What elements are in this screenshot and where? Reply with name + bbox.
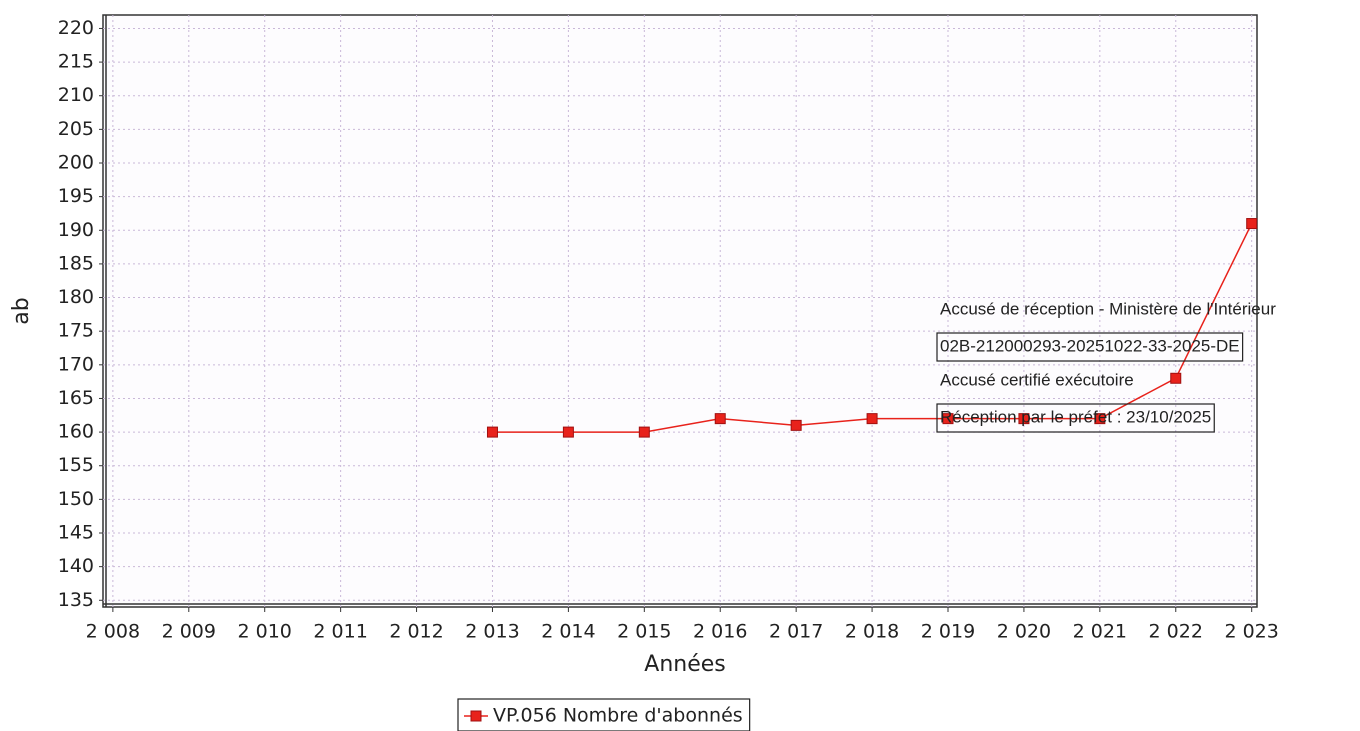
y-tick-label: 170	[58, 353, 94, 375]
x-tick-label: 2 016	[693, 621, 747, 643]
point-marker	[1246, 218, 1258, 230]
y-tick-label: 180	[58, 286, 94, 308]
legend-box	[457, 698, 751, 731]
x-tick-label: 2 011	[313, 621, 367, 643]
y-tick-label: 175	[58, 320, 94, 342]
x-tick-label: 2 012	[389, 621, 443, 643]
y-tick-label: 155	[58, 454, 94, 476]
annotation: Accusé de réception - Ministère de l'Int…	[940, 299, 1276, 318]
annotation-box	[936, 332, 1244, 362]
x-tick-label: 2 009	[162, 621, 216, 643]
x-tick-label: 2 021	[1073, 621, 1127, 643]
y-tick-label: 145	[58, 522, 94, 544]
annotation-box	[936, 403, 1215, 433]
y-tick-label: 210	[58, 84, 94, 106]
x-tick-label: 2 023	[1224, 621, 1278, 643]
y-tick-label: 140	[58, 555, 94, 577]
point-marker	[866, 413, 878, 425]
y-tick-label: 160	[58, 421, 94, 443]
x-tick-label: 2 017	[769, 621, 823, 643]
point-marker	[790, 419, 802, 431]
point-marker	[1018, 413, 1030, 425]
x-tick-label: 2 010	[238, 621, 292, 643]
annotation: 02B-212000293-20251022-33-2025-DE	[940, 336, 1240, 355]
x-axis-label: Années	[644, 652, 725, 677]
x-tick-label: 2 020	[997, 621, 1051, 643]
point-marker	[1094, 413, 1106, 425]
point-marker	[638, 426, 650, 438]
plot-area	[102, 14, 1258, 608]
y-tick-label: 135	[58, 589, 94, 611]
x-tick-label: 2 015	[617, 621, 671, 643]
annotation: Accusé certifié exécutoire	[940, 370, 1134, 389]
x-tick-label: 2 018	[845, 621, 899, 643]
legend-marker	[470, 710, 482, 722]
x-tick-label: 2 014	[541, 621, 595, 643]
y-tick-label: 220	[58, 17, 94, 39]
point-marker	[714, 413, 726, 425]
annotation: Réception par le préfet : 23/10/2025	[940, 407, 1211, 426]
point-marker	[486, 426, 498, 438]
y-axis-label: ab	[9, 297, 34, 324]
x-tick-label: 2 022	[1149, 621, 1203, 643]
point-marker	[942, 413, 954, 425]
x-tick-label: 2 013	[465, 621, 519, 643]
x-tick-label: 2 008	[86, 621, 140, 643]
point-marker	[1170, 372, 1182, 384]
y-tick-label: 150	[58, 488, 94, 510]
y-tick-label: 195	[58, 185, 94, 207]
y-tick-label: 205	[58, 118, 94, 140]
x-tick-label: 2 019	[921, 621, 975, 643]
y-tick-label: 215	[58, 51, 94, 73]
y-tick-label: 165	[58, 387, 94, 409]
y-tick-label: 190	[58, 219, 94, 241]
point-marker	[562, 426, 574, 438]
y-tick-label: 185	[58, 252, 94, 274]
y-tick-label: 200	[58, 152, 94, 174]
legend-label: VP.056 Nombre d'abonnés	[493, 705, 743, 727]
